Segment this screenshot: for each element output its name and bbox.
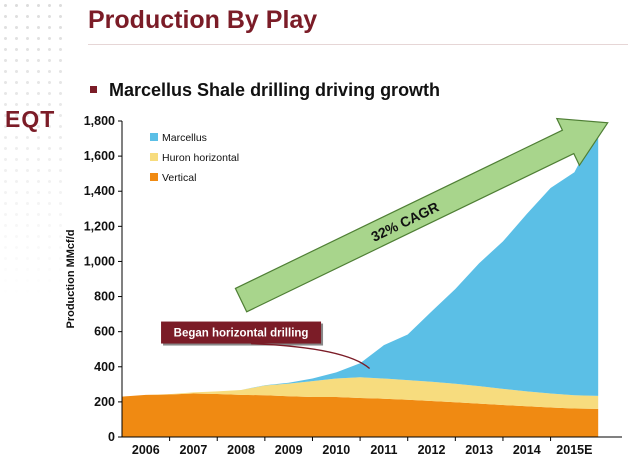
bullet-text: Marcellus Shale drilling driving growth	[109, 80, 441, 100]
x-tick-label: 2008	[227, 443, 255, 457]
series-area-marcellus	[122, 127, 599, 397]
y-tick-label: 0	[108, 430, 115, 444]
legend-label-huron-horizontal: Huron horizontal	[162, 152, 239, 164]
title-divider	[88, 44, 628, 45]
x-tick-label: 2015E	[556, 443, 592, 457]
x-tick-label: 2011	[370, 443, 397, 457]
x-tick-label: 2010	[322, 443, 350, 457]
legend-swatch-huron-horizontal	[150, 153, 158, 161]
x-tick-label: 2006	[132, 443, 160, 457]
x-tick-label: 2013	[465, 443, 493, 457]
cagr-arrow	[234, 117, 609, 313]
x-tick-label: 2009	[275, 443, 303, 457]
series-area-vertical	[122, 393, 599, 437]
callout-box	[161, 321, 322, 344]
y-tick-label: 400	[94, 360, 115, 374]
callout-label: Began horizontal drilling	[174, 328, 309, 340]
x-tick-label: 2007	[180, 443, 208, 457]
bullet-point: Marcellus Shale drilling driving growth	[90, 80, 440, 101]
legend-label-marcellus: Marcellus	[162, 132, 207, 144]
y-tick-label: 1,400	[84, 184, 115, 198]
eqt-logo: EQT	[5, 106, 56, 132]
y-tick-label: 1,200	[84, 219, 115, 233]
legend-label-vertical: Vertical	[162, 172, 196, 184]
series-area-huron-horizontal	[122, 377, 599, 409]
bullet-square-icon	[90, 85, 97, 93]
x-tick-label: 2014	[513, 443, 541, 457]
y-tick-label: 1,600	[84, 149, 115, 163]
y-tick-label: 200	[94, 395, 115, 409]
y-tick-label: 800	[94, 290, 115, 304]
callout-pointer-line	[251, 342, 371, 370]
y-tick-label: 600	[94, 325, 115, 339]
dot-pattern	[0, 0, 70, 300]
legend-swatch-vertical	[150, 173, 158, 181]
y-axis-label: Production MMcf/d	[65, 230, 77, 329]
y-tick-label: 1,800	[84, 114, 115, 128]
page-title: Production By Play	[88, 6, 318, 34]
x-tick-label: 2012	[418, 443, 446, 457]
legend-swatch-marcellus	[150, 133, 158, 141]
y-tick-label: 1,000	[84, 254, 115, 268]
